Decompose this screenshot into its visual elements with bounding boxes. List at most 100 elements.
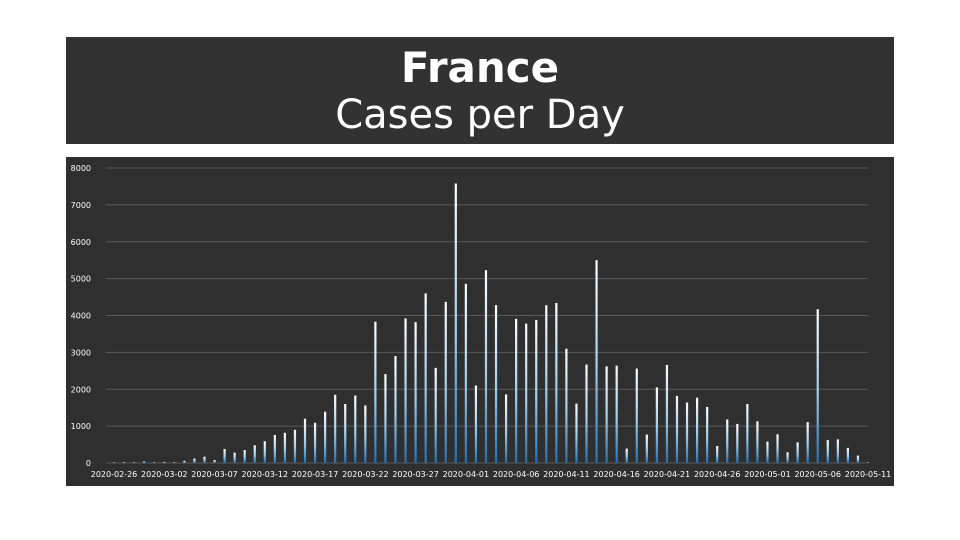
x-tick-label: 2020-03-22 — [342, 470, 389, 479]
x-tick-label: 2020-04-01 — [443, 470, 490, 479]
x-tick-label: 2020-04-21 — [644, 470, 691, 479]
bar-2020-05-09 — [846, 447, 849, 463]
bar-2020-02-29 — [143, 461, 146, 463]
x-tick-label: 2020-05-06 — [794, 470, 841, 479]
bar-2020-03-07 — [213, 460, 216, 463]
bar-2020-04-21 — [665, 364, 669, 463]
x-tick-label: 2020-04-06 — [493, 470, 539, 479]
bar-2020-03-18 — [324, 411, 327, 463]
bar-2020-04-25 — [706, 406, 709, 463]
bar-2020-03-15 — [293, 429, 297, 463]
bar-2020-03-14 — [283, 432, 287, 463]
x-tick-label: 2020-04-11 — [543, 470, 590, 479]
bar-2020-03-02 — [163, 461, 166, 463]
y-tick-label: 0 — [86, 459, 91, 468]
bar-2020-03-29 — [434, 367, 437, 463]
bar-2020-04-06 — [515, 318, 518, 463]
x-tick-label: 2020-03-12 — [242, 470, 288, 479]
bar-2020-04-13 — [585, 364, 588, 463]
bar-2020-04-19 — [645, 434, 648, 463]
bar-2020-05-07 — [826, 440, 829, 463]
bar-2020-03-26 — [404, 318, 407, 463]
bar-2020-03-23 — [374, 321, 377, 463]
bar-2020-05-05 — [806, 422, 809, 463]
bar-2020-04-26 — [716, 446, 719, 463]
x-tick-label: 2020-05-01 — [744, 470, 791, 479]
bar-2020-03-27 — [414, 322, 417, 463]
bar-2020-03-31 — [454, 183, 457, 464]
bar-2020-04-07 — [525, 323, 528, 463]
bar-2020-05-06 — [816, 309, 819, 463]
bar-2020-04-03 — [484, 270, 488, 463]
y-tick-label: 8000 — [71, 164, 91, 173]
bar-2020-03-09 — [233, 452, 236, 463]
bar-2020-03-06 — [203, 456, 206, 463]
bar-chart: 0 1000 2000 3000 4000 5000 6000 7000 8000 2020-0… — [71, 164, 892, 479]
bar-2020-05-10 — [856, 455, 860, 463]
bar-2020-04-01 — [464, 283, 467, 463]
y-tick-label: 6000 — [71, 238, 91, 247]
bar-2020-04-15 — [605, 366, 608, 463]
x-tick-label: 2020-03-02 — [141, 470, 188, 479]
bar-2020-04-02 — [474, 385, 478, 463]
bar-2020-03-01 — [153, 462, 156, 463]
bar-2020-04-16 — [615, 365, 618, 463]
x-tick-label: 2020-03-07 — [191, 470, 238, 479]
bar-2020-03-30 — [444, 301, 447, 463]
bar-2020-04-08 — [535, 319, 538, 463]
bar-2020-05-11 — [866, 462, 870, 463]
bar-2020-03-10 — [243, 450, 246, 463]
y-tick-label: 3000 — [71, 348, 91, 357]
bar-2020-02-28 — [133, 462, 136, 463]
bar-2020-04-24 — [695, 397, 699, 463]
bar-2020-05-08 — [836, 439, 839, 463]
bar-2020-03-25 — [394, 356, 397, 463]
bar-2020-04-30 — [756, 421, 759, 463]
x-tick-label: 2020-04-26 — [694, 470, 741, 479]
x-tick-label: 2020-03-27 — [392, 470, 439, 479]
x-axis-tick-labels: 2020-02-26 2020-03-02 2020-03-07 2020-03-12… — [91, 470, 892, 479]
bar-2020-04-10 — [555, 302, 558, 463]
bar-2020-02-27 — [122, 462, 126, 463]
bar-2020-03-17 — [313, 422, 317, 463]
bar-2020-04-22 — [675, 395, 679, 463]
x-tick-label: 2020-04-16 — [593, 470, 640, 479]
bar-2020-03-21 — [354, 395, 357, 463]
x-tick-label: 2020-05-11 — [845, 470, 892, 479]
bar-2020-03-03 — [173, 462, 176, 463]
bar-2020-02-26 — [112, 462, 116, 463]
bar-2020-03-13 — [273, 434, 276, 463]
bar-2020-04-09 — [545, 305, 548, 463]
chart-subtitle: Cases per Day — [335, 92, 625, 138]
bar-2020-04-28 — [736, 423, 739, 463]
y-axis-tick-labels: 0 1000 2000 3000 4000 5000 6000 7000 8000 — [71, 164, 91, 468]
y-tick-label: 2000 — [71, 385, 91, 394]
bar-2020-04-23 — [685, 402, 689, 463]
bar-2020-03-24 — [384, 374, 387, 463]
bars — [112, 183, 870, 464]
bar-2020-04-04 — [494, 305, 498, 463]
x-tick-label: 2020-03-17 — [292, 470, 339, 479]
bar-2020-05-01 — [766, 441, 769, 463]
bar-2020-04-11 — [565, 348, 568, 463]
bar-2020-05-02 — [776, 434, 779, 463]
bar-2020-04-05 — [504, 394, 508, 463]
x-tick-label: 2020-02-26 — [91, 470, 138, 479]
bar-2020-04-29 — [746, 404, 749, 463]
bar-2020-03-16 — [303, 418, 307, 463]
bar-2020-03-19 — [334, 394, 337, 463]
bar-2020-03-05 — [193, 458, 196, 463]
bar-2020-04-12 — [575, 403, 578, 463]
chart-title: France — [400, 43, 560, 92]
bar-2020-03-20 — [344, 404, 347, 463]
bar-2020-04-20 — [655, 387, 658, 463]
bar-2020-05-04 — [796, 442, 799, 463]
bar-2020-03-11 — [253, 445, 256, 463]
bar-2020-03-22 — [364, 405, 367, 463]
bar-2020-05-03 — [786, 452, 789, 463]
y-tick-label: 4000 — [71, 312, 91, 321]
bar-2020-04-18 — [635, 368, 638, 463]
bar-2020-03-08 — [223, 448, 226, 463]
bar-2020-04-27 — [726, 419, 729, 463]
bar-2020-03-28 — [424, 293, 427, 463]
